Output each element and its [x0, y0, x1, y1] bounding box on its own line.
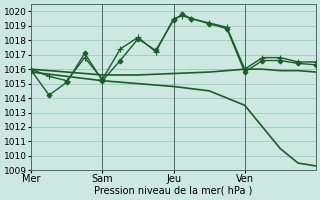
- X-axis label: Pression niveau de la mer( hPa ): Pression niveau de la mer( hPa ): [94, 186, 253, 196]
